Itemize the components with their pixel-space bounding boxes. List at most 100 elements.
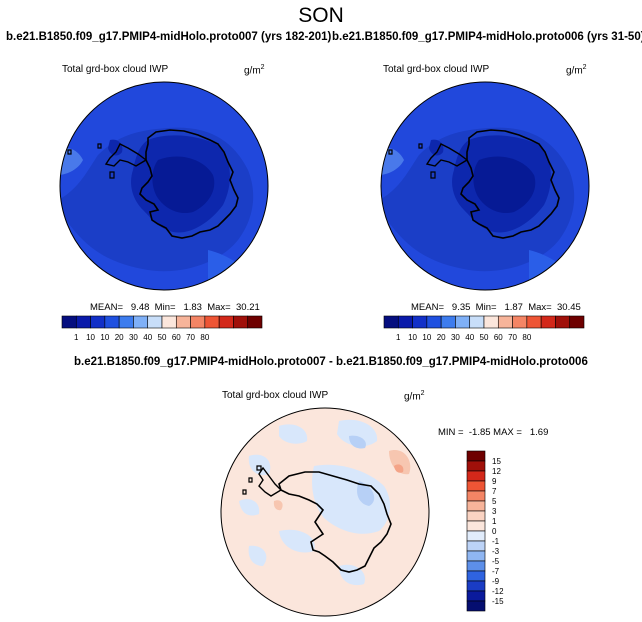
colorbar-swatch [466, 510, 486, 522]
panel-3-units: g/m2 [404, 390, 425, 403]
peninsula-coastline [425, 143, 469, 167]
colorbar-tick-label: 10 [408, 333, 417, 342]
colorbar-swatch [383, 315, 399, 329]
colorbar-swatch [397, 315, 413, 329]
colorbar-swatch [455, 315, 471, 329]
colorbar-tick-label: -12 [492, 587, 504, 596]
colorbar-swatch [466, 550, 486, 562]
colorbar-tick-label: 30 [129, 333, 138, 342]
map-field [60, 82, 268, 290]
colorbar-tick-label: -5 [492, 557, 500, 566]
colorbar-tick-label: 10 [100, 333, 109, 342]
colorbar-tick-label: 20 [115, 333, 124, 342]
islands [242, 465, 262, 495]
colorbar-swatch [466, 490, 486, 502]
colorbar-tick-label: -15 [492, 597, 504, 606]
panel-2-stats: MEAN= 9.35 Min= 1.87 Max= 30.45 [411, 302, 581, 313]
colorbar-swatch [161, 315, 177, 329]
season-title: SON [298, 4, 344, 27]
colorbar-swatch [466, 590, 486, 602]
panel-2-title: b.e21.B1850.f09_g17.PMIP4-midHolo.proto0… [332, 31, 642, 43]
colorbar-swatch [133, 315, 149, 329]
islands [388, 143, 436, 179]
colorbar-swatch [75, 315, 91, 329]
colorbar-tick-label: -3 [492, 547, 500, 556]
map-boundary [59, 81, 269, 291]
colorbar-swatch [466, 560, 486, 572]
colorbar-swatch [466, 530, 486, 542]
colorbar-swatch [61, 315, 77, 329]
colorbar-swatch [466, 580, 486, 592]
colorbar-swatch [526, 315, 542, 329]
colorbar-tick-label: 3 [492, 507, 497, 516]
colorbar-tick-label: 60 [172, 333, 181, 342]
colorbar-tick-label: 9 [492, 477, 497, 486]
panel-1-units: g/m2 [244, 64, 265, 77]
colorbar-tick-label: 5 [492, 497, 497, 506]
antarctica-coastline [139, 129, 239, 239]
map-panel-2 [380, 81, 590, 291]
peninsula-coastline [258, 466, 283, 497]
colorbar-tick-label: 40 [143, 333, 152, 342]
colorbar-tick-label: 30 [451, 333, 460, 342]
colorbar-swatch [412, 315, 428, 329]
colorbar-tick-label: 20 [437, 333, 446, 342]
colorbar-swatch [466, 450, 486, 462]
panel-1-variable: Total grd-box cloud IWP [62, 64, 169, 75]
colorbar-panel-1: 1 10 10 20 30 40 50 60 70 80 [61, 315, 263, 342]
colorbar-tick-label: 70 [508, 333, 517, 342]
colorbar-tick-label: 1 [492, 517, 497, 526]
colorbar-swatch [483, 315, 499, 329]
colorbar-swatch [440, 315, 456, 329]
colorbar-tick-label: 1 [396, 333, 401, 342]
colorbar-swatch [90, 315, 106, 329]
colorbar-swatch [466, 600, 486, 612]
panel-3-stats: MIN = -1.85 MAX = 1.69 [438, 427, 549, 438]
colorbar-swatch [247, 315, 263, 329]
colorbar-swatch [569, 315, 585, 329]
map-boundary [220, 407, 430, 617]
antarctica-coastline [460, 129, 560, 239]
colorbar-tick-label: 0 [492, 527, 497, 536]
colorbar-swatch [218, 315, 234, 329]
colorbar-tick-label: -7 [492, 567, 500, 576]
colorbar-swatch [497, 315, 513, 329]
panel-1-title: b.e21.B1850.f09_g17.PMIP4-midHolo.proto0… [6, 31, 332, 43]
colorbar-swatch [466, 570, 486, 582]
map-field [381, 82, 589, 290]
colorbar-tick-label: 40 [465, 333, 474, 342]
colorbar-swatch [512, 315, 528, 329]
panel-2-units: g/m2 [566, 64, 587, 77]
panel-1-stats: MEAN= 9.48 Min= 1.83 Max= 30.21 [90, 302, 260, 313]
colorbar-swatch [469, 315, 485, 329]
panel-3-variable: Total grd-box cloud IWP [222, 390, 329, 401]
colorbar-swatch [233, 315, 249, 329]
colorbar-tick-label: 70 [186, 333, 195, 342]
colorbar-tick-label: 80 [522, 333, 531, 342]
colorbar-swatch [147, 315, 163, 329]
map-boundary [380, 81, 590, 291]
colorbar-swatch [466, 520, 486, 532]
colorbar-tick-label: 10 [86, 333, 95, 342]
colorbar-panel-2: 1 10 10 20 30 40 50 60 70 80 [383, 315, 585, 342]
colorbar-swatch [466, 480, 486, 492]
colorbar-tick-label: 15 [492, 457, 501, 466]
colorbar-tick-label: 50 [158, 333, 167, 342]
panel-2-variable: Total grd-box cloud IWP [383, 64, 490, 75]
map-panel-3-difference [220, 407, 430, 617]
colorbar-swatch [204, 315, 220, 329]
colorbar-tick-label: -1 [492, 537, 500, 546]
map-field [221, 408, 429, 616]
colorbar-swatch [175, 315, 191, 329]
colorbar-tick-label: 80 [200, 333, 209, 342]
antarctica-coastline [278, 471, 392, 573]
colorbar-tick-label: 60 [494, 333, 503, 342]
peninsula-coastline [104, 143, 148, 167]
colorbar-tick-label: 1 [74, 333, 79, 342]
colorbar-swatch [466, 460, 486, 472]
colorbar-swatch [555, 315, 571, 329]
colorbar-swatch [466, 540, 486, 552]
colorbar-tick-label: 10 [422, 333, 431, 342]
colorbar-swatch [104, 315, 120, 329]
